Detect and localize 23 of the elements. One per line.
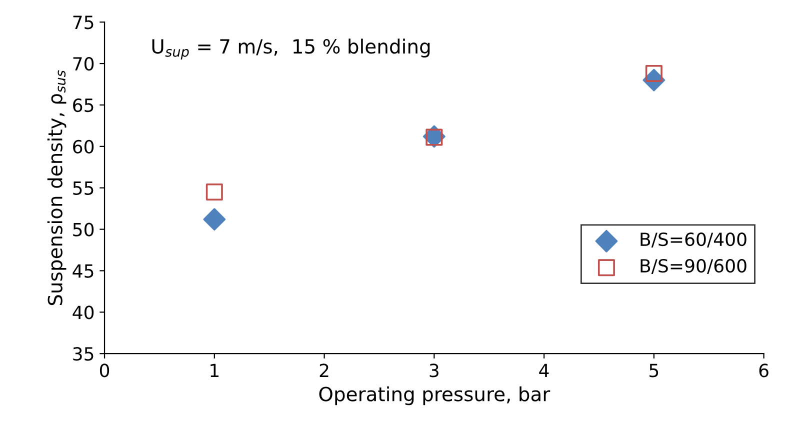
x-tick-label: 5	[650, 364, 658, 378]
y-tick-label: 60	[73, 140, 94, 154]
point	[206, 183, 223, 201]
legend-label: B/S=90/600	[640, 258, 746, 274]
y-tick-label: 35	[73, 347, 94, 361]
x-tick-label: 6	[759, 364, 768, 378]
y-tick-label: 55	[73, 182, 94, 195]
x-tick-label: 4	[539, 364, 549, 378]
y-tick-label: 65	[73, 98, 94, 112]
y-tick-label: 45	[72, 264, 94, 278]
point	[203, 208, 226, 231]
x-tick-label: 0	[100, 364, 110, 378]
y-tick-label: 70	[73, 56, 94, 71]
y-tick-label: 75	[73, 16, 94, 30]
annotation: U$_{sup}$ = 7 m/s, 15 % blending	[152, 38, 430, 60]
x-tick-label: 2	[320, 364, 328, 378]
y-tick-label: 50	[73, 222, 94, 236]
x-axis-title: Operating pressure, bar	[319, 386, 550, 406]
x-tick-label: 3	[430, 364, 438, 378]
legend-label: B/S=60/400	[640, 232, 746, 248]
y-tick-label: 40	[72, 306, 94, 320]
x-tick-label: 1	[210, 364, 218, 378]
y-axis-title: Suspension density, ρ$_{sus}$	[47, 70, 66, 306]
